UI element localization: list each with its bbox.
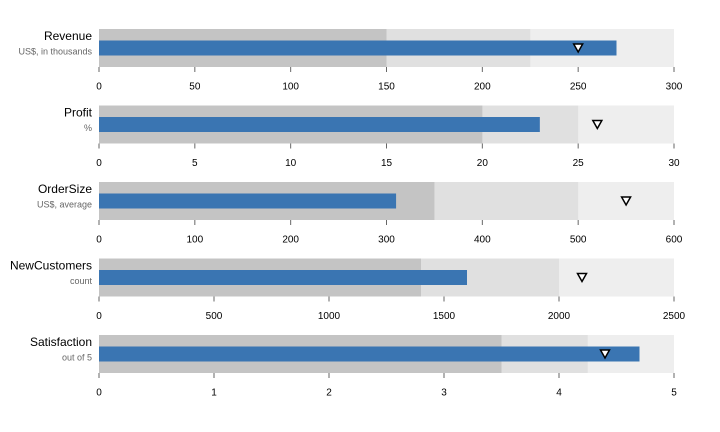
x-tick-label: 100: [186, 235, 203, 246]
x-tick-label: 600: [666, 235, 683, 246]
x-tick-label: 4: [556, 388, 562, 399]
x-tick-label: 1500: [433, 311, 456, 322]
x-tick-label: 150: [378, 82, 395, 93]
marker: [591, 119, 604, 131]
x-tick-label: 200: [474, 82, 491, 93]
bullet-subtitle: %: [84, 123, 92, 133]
x-tick-label: 3: [441, 388, 447, 399]
x-tick-label: 5: [671, 388, 677, 399]
measure: [99, 193, 397, 209]
x-tick-label: 0: [96, 82, 102, 93]
measure: [99, 270, 467, 285]
bullet-subtitle: US$, average: [37, 199, 92, 209]
measure: [99, 40, 617, 56]
x-tick-label: 30: [668, 158, 680, 169]
x-tick-label: 400: [474, 235, 491, 246]
bullet-title: Satisfaction: [30, 335, 92, 349]
x-tick-label: 0: [96, 158, 102, 169]
x-tick-label: 1000: [318, 311, 341, 322]
bullet-subtitle: US$, in thousands: [18, 46, 92, 56]
x-tick-label: 25: [573, 158, 585, 169]
x-tick-label: 250: [570, 82, 587, 93]
bullet-subtitle: count: [70, 276, 93, 286]
marker: [572, 43, 584, 54]
x-tick-label: 500: [206, 311, 223, 322]
x-tick-label: 2500: [663, 311, 686, 322]
bullet-title: Revenue: [44, 29, 92, 43]
x-tick-label: 2: [326, 388, 332, 399]
x-tick-label: 500: [570, 235, 587, 246]
x-tick-label: 50: [189, 82, 201, 93]
x-tick-label: 300: [378, 235, 395, 246]
x-tick-label: 100: [282, 82, 299, 93]
bullet-title: NewCustomers: [10, 259, 92, 273]
measure: [99, 117, 540, 132]
x-tick-label: 0: [96, 235, 102, 246]
x-tick-label: 15: [381, 158, 393, 169]
marker: [576, 272, 588, 284]
x-tick-label: 20: [477, 158, 489, 169]
x-tick-label: 200: [282, 235, 299, 246]
x-tick-label: 2000: [548, 311, 571, 322]
x-tick-label: 300: [666, 82, 683, 93]
x-tick-label: 10: [285, 158, 297, 169]
x-tick-label: 0: [96, 388, 102, 399]
measure: [99, 346, 640, 362]
x-tick-label: 1: [211, 388, 217, 399]
bullet-title: OrderSize: [38, 182, 92, 196]
bullet-title: Profit: [64, 106, 93, 120]
marker: [599, 349, 611, 360]
x-tick-label: 0: [96, 311, 102, 322]
marker: [620, 196, 632, 207]
x-tick-label: 5: [192, 158, 198, 169]
bullet-subtitle: out of 5: [62, 352, 92, 362]
